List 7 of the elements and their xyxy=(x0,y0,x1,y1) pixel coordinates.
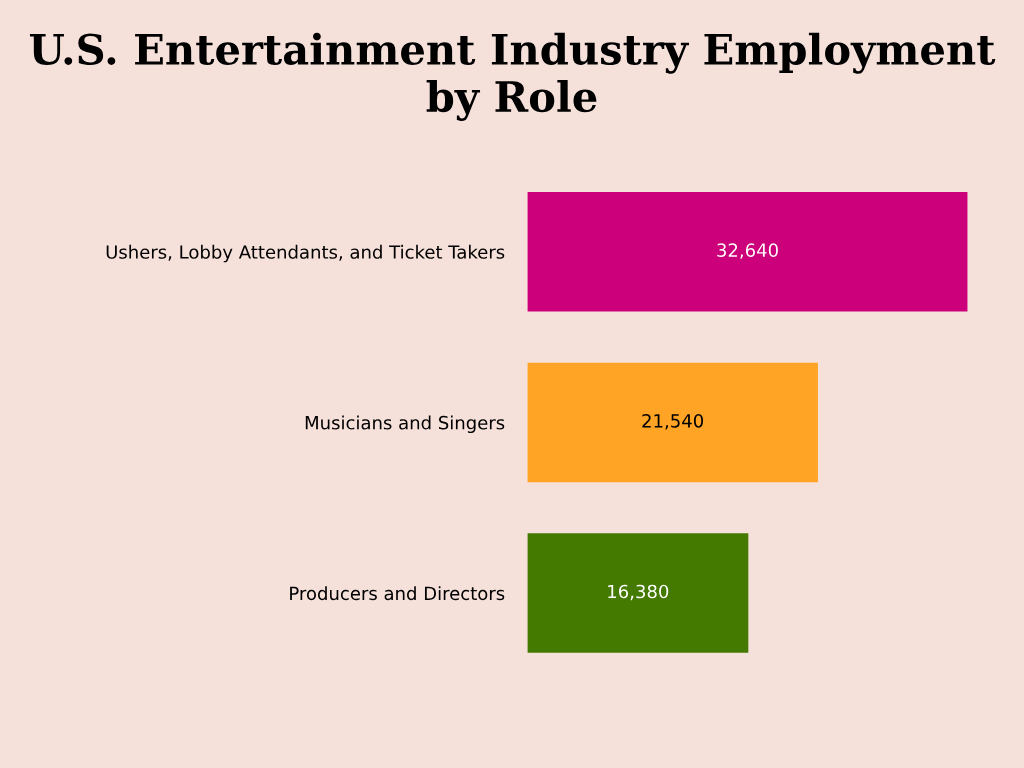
data-label: 16,380 xyxy=(608,584,669,601)
y-tick-label: Musicians and Singers xyxy=(305,415,505,434)
y-tick-label: Ushers, Lobby Attendants, and Ticket Takers xyxy=(106,244,505,263)
data-label: 32,640 xyxy=(717,243,778,259)
chart-title: U.S. Entertainment Industry Employment by Role xyxy=(29,32,996,121)
data-label: 21,540 xyxy=(642,413,704,430)
y-tick-label: Producers and Directors xyxy=(290,586,505,601)
